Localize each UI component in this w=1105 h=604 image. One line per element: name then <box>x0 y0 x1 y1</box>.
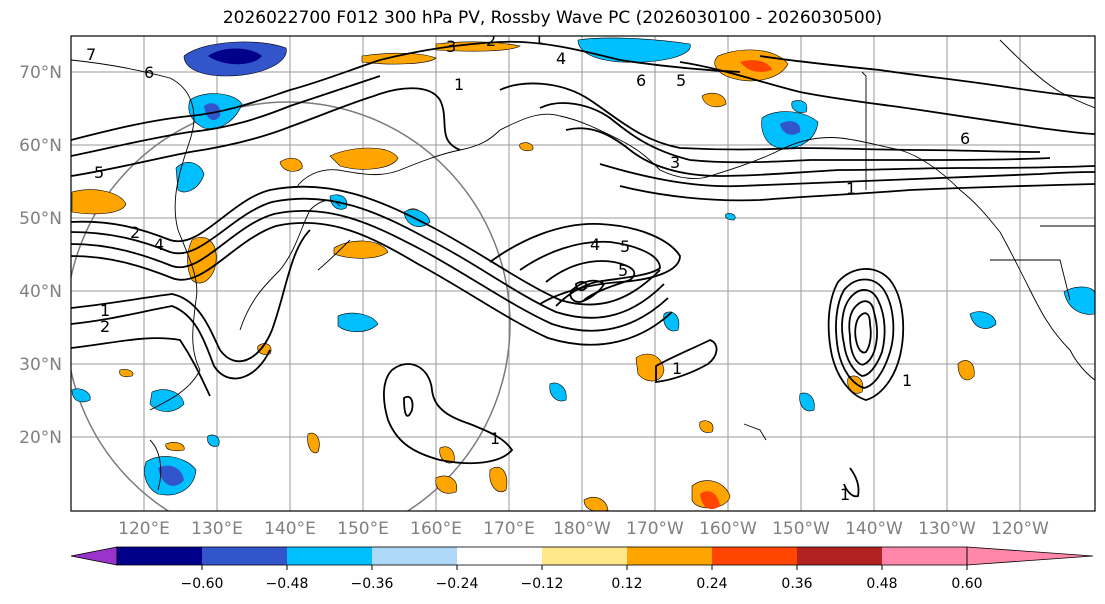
map-title: 2026022700 F012 300 hPa PV, Rossby Wave … <box>222 8 883 28</box>
contour-label: 5 <box>620 237 630 256</box>
contour-label: 1 <box>846 179 856 198</box>
lon-label: 160°W <box>699 519 757 539</box>
colorbar-tick-label: 0.48 <box>866 576 897 592</box>
lon-label: 140°E <box>264 519 316 539</box>
colorbar-bin <box>542 547 627 565</box>
colorbar-tick-label: −0.12 <box>521 576 564 592</box>
colorbar-tick-label: −0.60 <box>181 576 224 592</box>
colorbar-bin <box>797 547 882 565</box>
contour-label: 6 <box>636 71 646 90</box>
map-area <box>71 36 1095 511</box>
latitude-labels: 70°N 60°N 50°N 40°N 30°N 20°N <box>19 63 62 448</box>
contour-label: 6 <box>144 63 154 82</box>
colorbar-tick-label: 0.36 <box>781 576 812 592</box>
lon-label: 160°E <box>410 519 462 539</box>
lon-label: 170°W <box>626 519 684 539</box>
contour-label: 1 <box>490 429 500 448</box>
lat-label: 40°N <box>19 282 62 302</box>
contour-label: 1 <box>100 301 110 320</box>
colorbar: −0.60 −0.48 −0.36 −0.24 −0.12 0.12 0.24 … <box>70 546 1094 592</box>
lat-label: 20°N <box>19 428 62 448</box>
lon-label: 140°W <box>845 519 903 539</box>
coastlines <box>71 39 1095 491</box>
lon-label: 130°W <box>918 519 976 539</box>
colorbar-bin <box>627 547 712 565</box>
colorbar-bin <box>457 547 542 565</box>
lat-label: 30°N <box>19 355 62 375</box>
contour-label: 2 <box>100 317 110 336</box>
lon-label: 120°W <box>991 519 1049 539</box>
contour-label: 3 <box>670 153 680 172</box>
contour-label: 1 <box>454 75 464 94</box>
contour-label: 3 <box>446 37 456 56</box>
colorbar-tick-label: −0.24 <box>436 576 479 592</box>
colorbar-bin <box>372 547 457 565</box>
lat-label: 60°N <box>19 136 62 156</box>
pv-shading <box>71 37 1095 511</box>
colorbar-tick-label: 0.12 <box>611 576 642 592</box>
contour-label: 4 <box>556 49 566 68</box>
colorbar-tick-label: 0.24 <box>696 576 727 592</box>
lat-label: 70°N <box>19 63 62 83</box>
colorbar-tick-label: −0.48 <box>266 576 309 592</box>
contour-label: 4 <box>154 235 164 254</box>
contour-label: 1 <box>840 485 850 504</box>
colorbar-tick-label: −0.36 <box>351 576 394 592</box>
lon-label: 150°E <box>337 519 389 539</box>
contour-label: 2 <box>130 223 140 242</box>
colorbar-bin <box>882 547 967 565</box>
lon-label: 130°E <box>191 519 243 539</box>
colorbar-bin <box>117 547 202 565</box>
contour-label: 2 <box>486 31 496 50</box>
colorbar-tick-label: 0.60 <box>951 576 982 592</box>
colorbar-extend-low <box>70 546 118 566</box>
radius-circle <box>71 101 511 511</box>
contour-label: 5 <box>618 261 628 280</box>
contour-label: 7 <box>86 45 96 64</box>
contour-label: 5 <box>676 71 686 90</box>
lon-label: 180°W <box>553 519 611 539</box>
contour-label: 4 <box>590 235 600 254</box>
contour-label: 1 <box>902 371 912 390</box>
lon-label: 170°E <box>483 519 535 539</box>
contour-label: 1 <box>534 29 544 48</box>
contour-labels: 7 6 3 2 1 4 6 5 1 5 6 3 1 5 4 2 1 2 4 5 … <box>86 29 970 504</box>
map-border <box>70 35 1096 512</box>
contour-label: 6 <box>960 129 970 148</box>
lon-label: 150°W <box>772 519 830 539</box>
colorbar-bin <box>202 547 287 565</box>
lon-label: 120°E <box>118 519 170 539</box>
lat-label: 50°N <box>19 209 62 229</box>
longitude-labels: 120°E 130°E 140°E 150°E 160°E 170°E 180°… <box>118 519 1049 539</box>
colorbar-bin <box>287 547 372 565</box>
colorbar-extend-high <box>966 546 1094 566</box>
contour-label: 1 <box>672 359 682 378</box>
colorbar-bin <box>712 547 797 565</box>
contour-label: 5 <box>94 163 104 182</box>
pv-contours <box>71 40 1095 498</box>
